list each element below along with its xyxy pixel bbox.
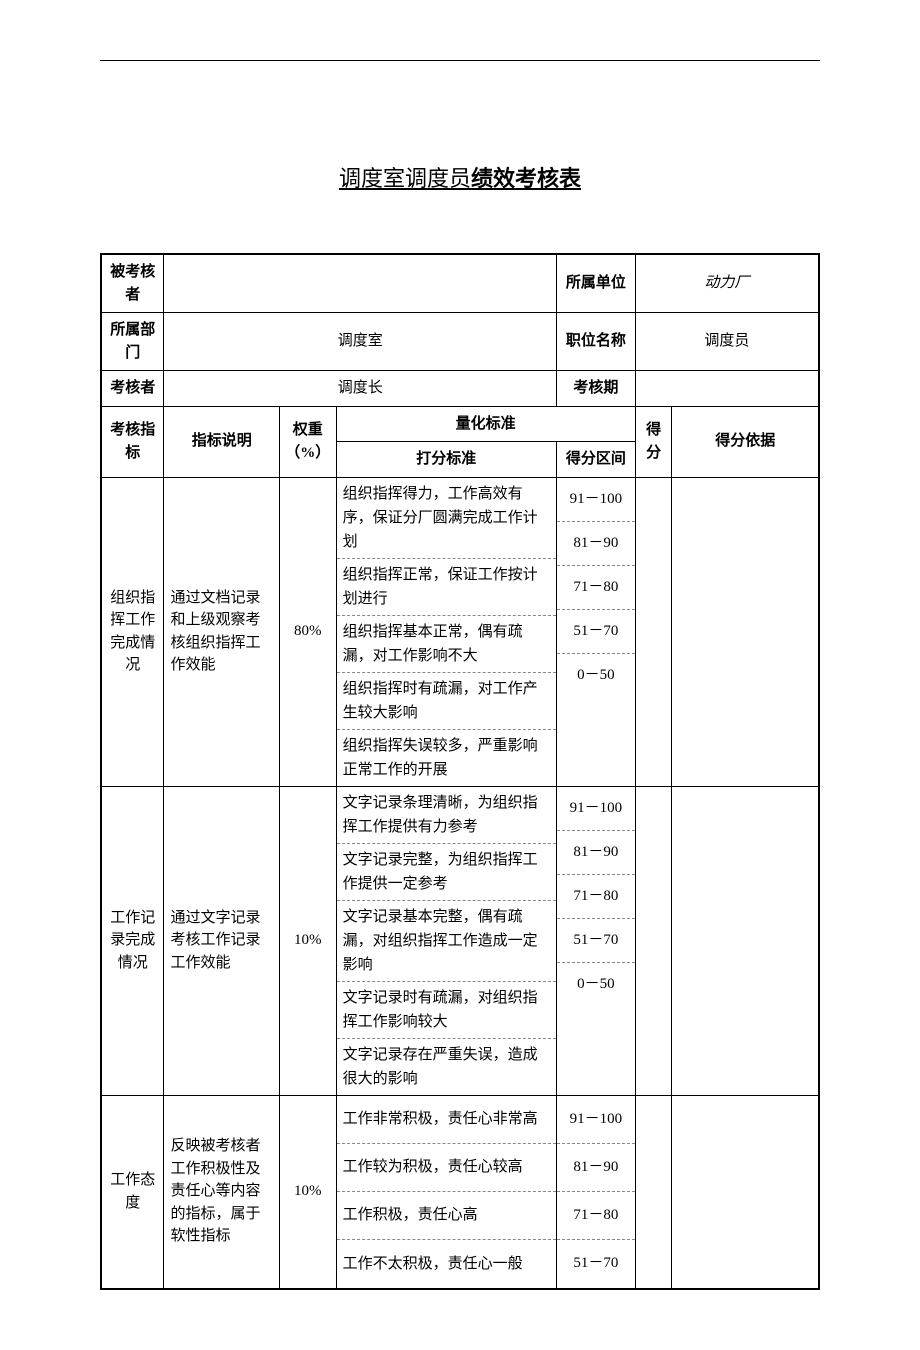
position-label: 职位名称 [557, 313, 636, 371]
range-col-0: 91－100 81－90 71－80 51－70 0－50 [557, 477, 636, 786]
title-part1: 调度室调度员 [339, 166, 471, 191]
criteria-text: 组织指挥基本正常，偶有疏漏，对工作影响不大 [337, 616, 556, 672]
criteria-text: 文字记录完整，为组织指挥工作提供一定参考 [337, 844, 556, 900]
examiner-label: 考核者 [101, 371, 164, 407]
criteria-text: 工作不太积极，责任心一般 [337, 1240, 556, 1288]
info-row-1: 被考核者 所属单位 动力厂 [101, 254, 819, 313]
metric-desc-2: 反映被考核者工作积极性及责任心等内容的指标，属于软性指标 [164, 1095, 279, 1289]
criteria-text: 文字记录基本完整，偶有疏漏，对组织指挥工作造成一定影响 [337, 901, 556, 981]
criteria-text: 组织指挥失误较多，严重影响正常工作的开展 [337, 730, 556, 786]
range-col-1: 91－100 81－90 71－80 51－70 0－50 [557, 786, 636, 1095]
basis-cell-0 [672, 477, 819, 786]
criteria-col-1: 文字记录条理清晰，为组织指挥工作提供有力参考 文字记录完整，为组织指挥工作提供一… [336, 786, 556, 1095]
metric-weight-2: 10% [279, 1095, 336, 1289]
weight-header: 权重（%） [279, 406, 336, 477]
criteria-text: 组织指挥时有疏漏，对工作产生较大影响 [337, 673, 556, 729]
score-cell-0 [635, 477, 672, 786]
dept-value: 调度室 [164, 313, 557, 371]
assessment-table: 被考核者 所属单位 动力厂 所属部门 调度室 职位名称 调度员 考核者 调度长 … [100, 253, 820, 1290]
range-text: 71－80 [557, 875, 635, 919]
criteria-text: 组织指挥得力，工作高效有序，保证分厂圆满完成工作计划 [337, 478, 556, 558]
criteria-col-2: 工作非常积极，责任心非常高 工作较为积极，责任心较高 工作积极，责任心高 工作不… [336, 1095, 556, 1289]
header-rule [100, 60, 820, 61]
info-row-2: 所属部门 调度室 职位名称 调度员 [101, 313, 819, 371]
period-label: 考核期 [557, 371, 636, 407]
criteria-text: 文字记录时有疏漏，对组织指挥工作影响较大 [337, 982, 556, 1038]
dept-label: 所属部门 [101, 313, 164, 371]
metric-row-0: 组织指挥工作完成情况 通过文档记录和上级观察考核组织指挥工作效能 80% 组织指… [101, 477, 819, 786]
metric-weight-1: 10% [279, 786, 336, 1095]
range-col-2: 91－100 81－90 71－80 51－70 [557, 1095, 636, 1289]
criteria-text: 工作较为积极，责任心较高 [337, 1144, 556, 1191]
description-header: 指标说明 [164, 406, 279, 477]
criteria-text: 组织指挥正常，保证工作按计划进行 [337, 559, 556, 615]
metric-header: 考核指标 [101, 406, 164, 477]
metric-row-2: 工作态度 反映被考核者工作积极性及责任心等内容的指标，属于软性指标 10% 工作… [101, 1095, 819, 1289]
range-text: 81－90 [557, 522, 635, 566]
position-value: 调度员 [635, 313, 819, 371]
metric-desc-1: 通过文字记录考核工作记录工作效能 [164, 786, 279, 1095]
criteria-col-0: 组织指挥得力，工作高效有序，保证分厂圆满完成工作计划 组织指挥正常，保证工作按计… [336, 477, 556, 786]
metric-weight-0: 80% [279, 477, 336, 786]
range-text: 0－50 [557, 654, 635, 698]
scoring-header: 打分标准 [336, 442, 556, 478]
range-text: 91－100 [557, 787, 635, 831]
metric-name-0: 组织指挥工作完成情况 [101, 477, 164, 786]
range-text: 81－90 [557, 831, 635, 875]
range-text: 81－90 [557, 1144, 635, 1192]
basis-header: 得分依据 [672, 406, 819, 477]
quant-header: 量化标准 [336, 406, 635, 442]
range-text: 0－50 [557, 963, 635, 1007]
range-text: 51－70 [557, 919, 635, 963]
criteria-text: 工作积极，责任心高 [337, 1192, 556, 1239]
range-header: 得分区间 [557, 442, 636, 478]
criteria-text: 工作非常积极，责任心非常高 [337, 1096, 556, 1143]
unit-value: 动力厂 [635, 254, 819, 313]
metric-row-1: 工作记录完成情况 通过文字记录考核工作记录工作效能 10% 文字记录条理清晰，为… [101, 786, 819, 1095]
range-text: 71－80 [557, 566, 635, 610]
metric-name-1: 工作记录完成情况 [101, 786, 164, 1095]
page-title: 调度室调度员绩效考核表 [100, 161, 820, 193]
score-header: 得分 [635, 406, 672, 477]
range-text: 91－100 [557, 1096, 635, 1144]
period-value [635, 371, 819, 407]
score-cell-2 [635, 1095, 672, 1289]
range-text: 51－70 [557, 1240, 635, 1288]
examinee-value [164, 254, 557, 313]
title-part2: 绩效考核表 [471, 166, 581, 191]
examinee-label: 被考核者 [101, 254, 164, 313]
range-text: 91－100 [557, 478, 635, 522]
unit-label: 所属单位 [557, 254, 636, 313]
criteria-text: 文字记录存在严重失误，造成很大的影响 [337, 1039, 556, 1095]
basis-cell-2 [672, 1095, 819, 1289]
header-row-1: 考核指标 指标说明 权重（%） 量化标准 得分 得分依据 [101, 406, 819, 442]
info-row-3: 考核者 调度长 考核期 [101, 371, 819, 407]
examiner-value: 调度长 [164, 371, 557, 407]
metric-desc-0: 通过文档记录和上级观察考核组织指挥工作效能 [164, 477, 279, 786]
score-cell-1 [635, 786, 672, 1095]
metric-name-2: 工作态度 [101, 1095, 164, 1289]
criteria-text: 文字记录条理清晰，为组织指挥工作提供有力参考 [337, 787, 556, 843]
range-text: 51－70 [557, 610, 635, 654]
basis-cell-1 [672, 786, 819, 1095]
range-text: 71－80 [557, 1192, 635, 1240]
